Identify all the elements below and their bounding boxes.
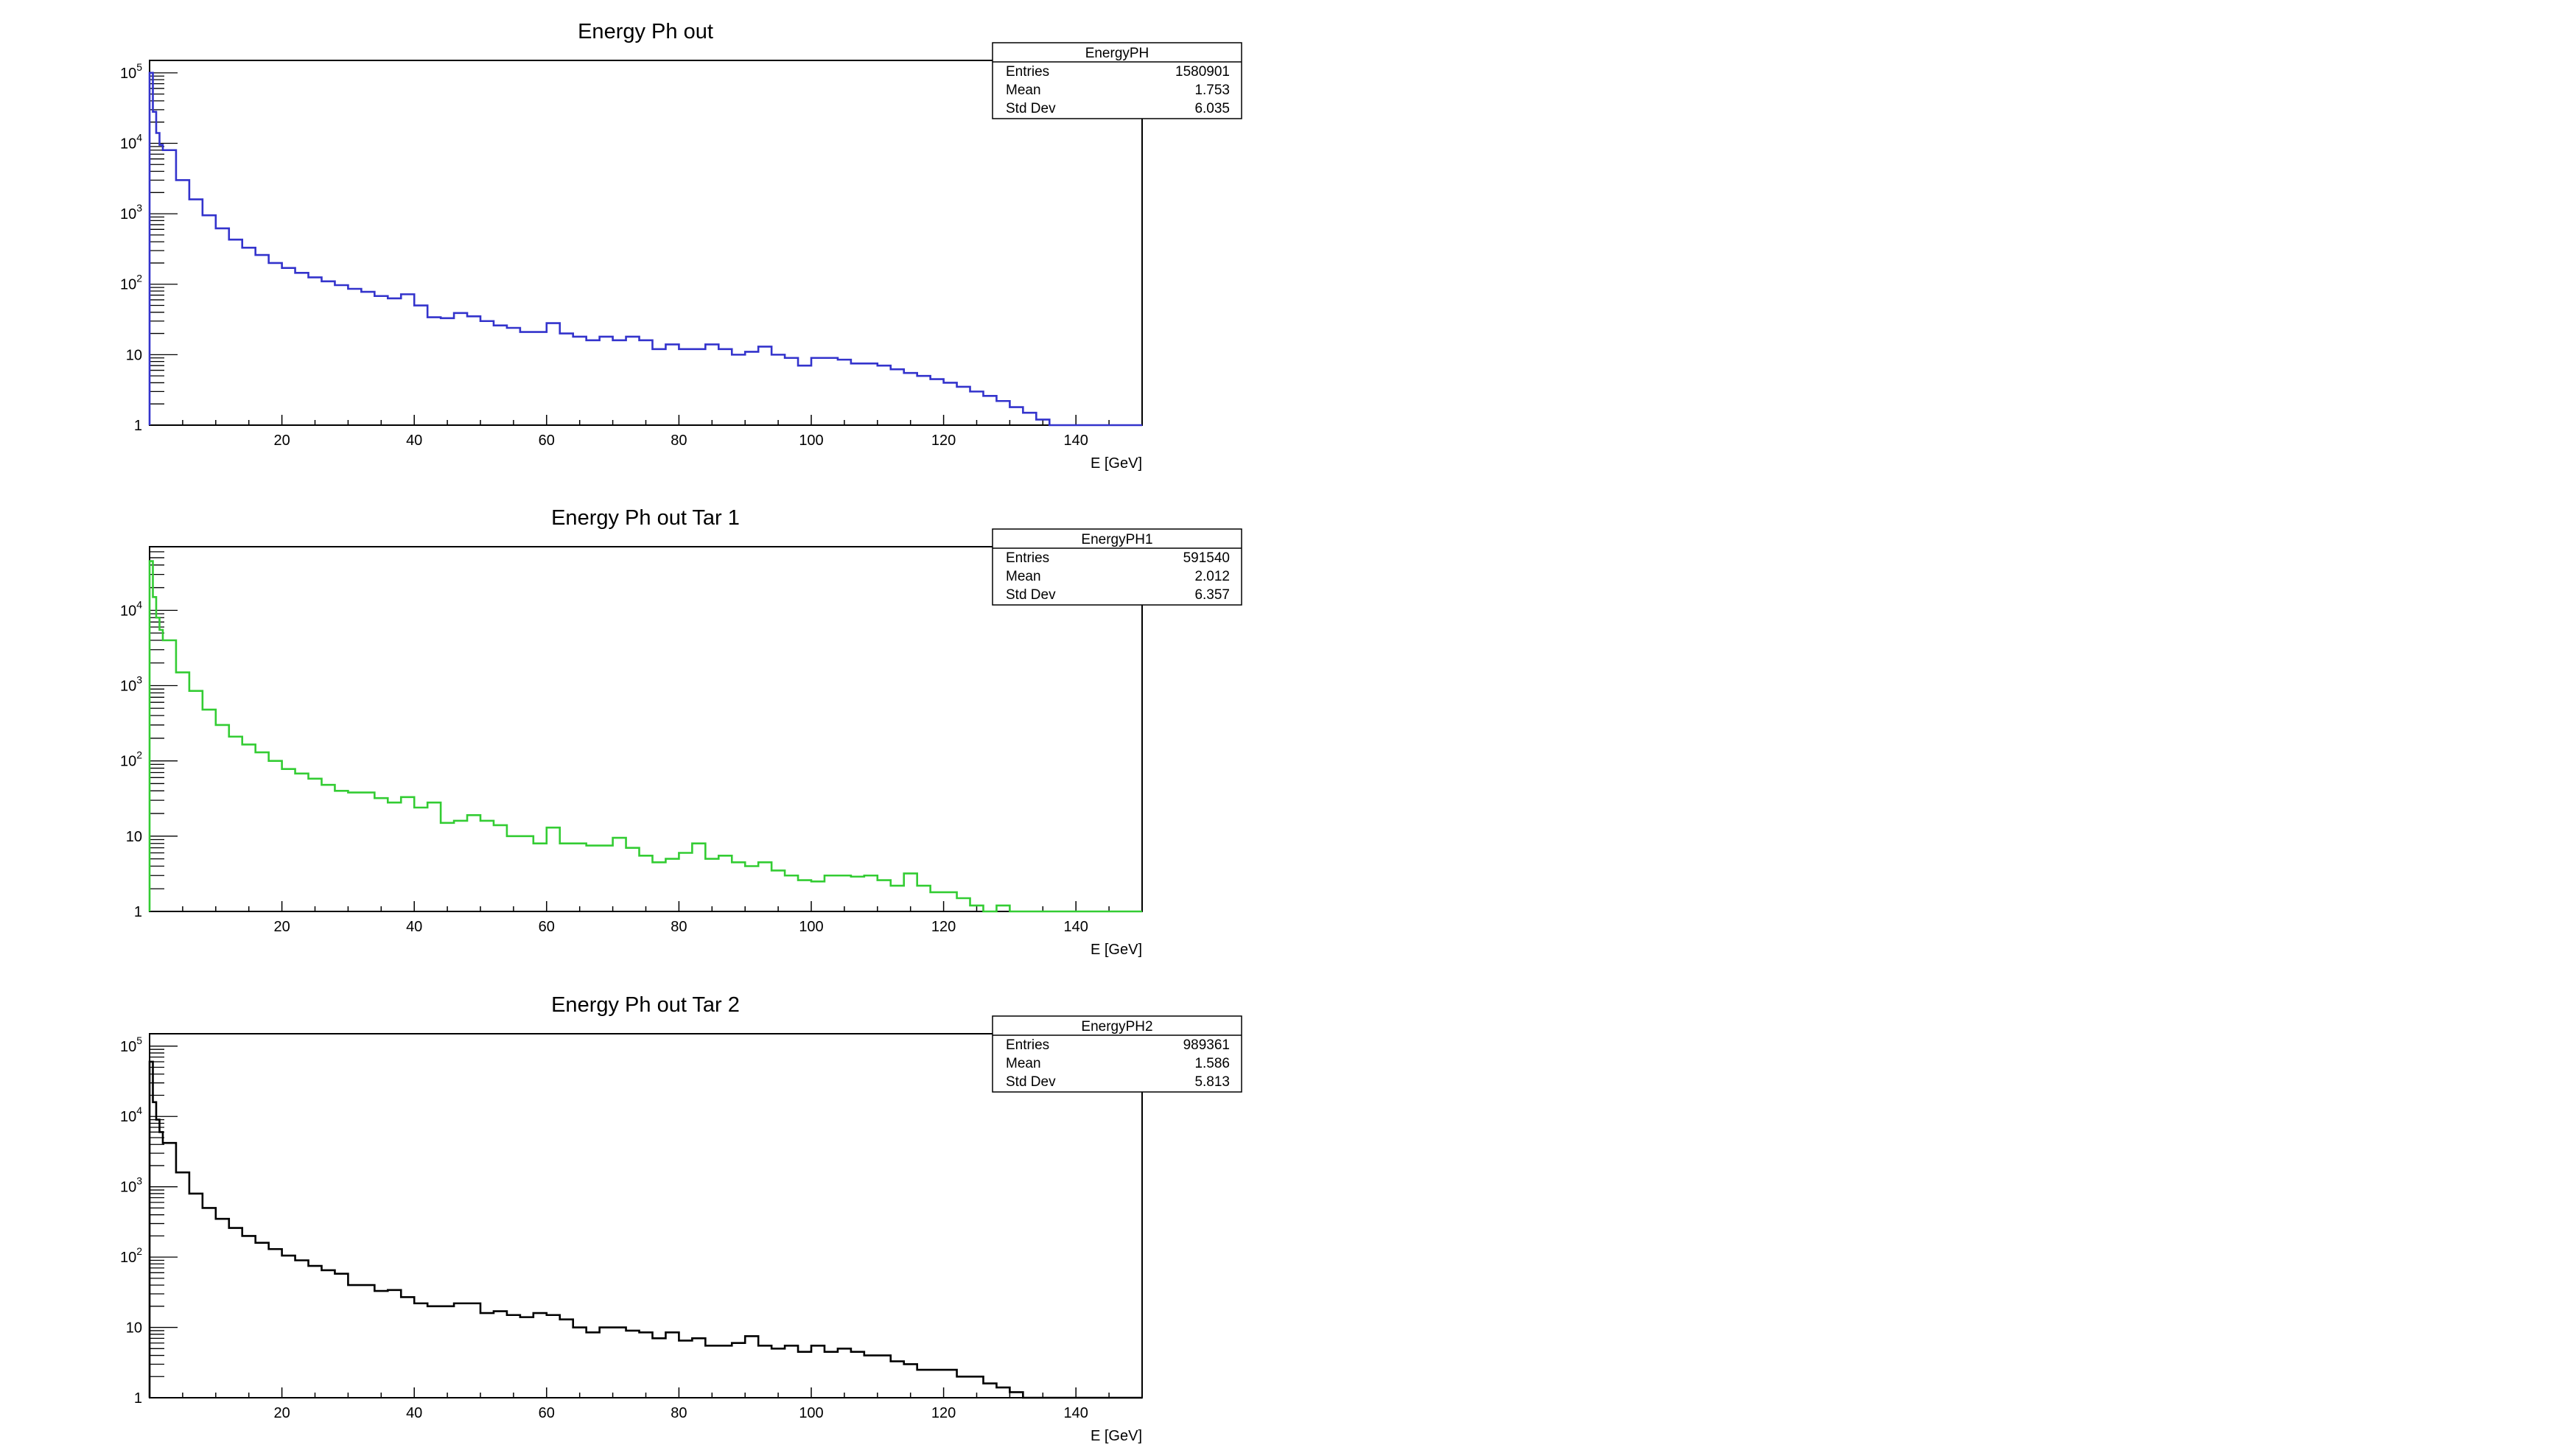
x-tick-label: 100 [799, 919, 823, 935]
stats-row-value: 2.012 [1194, 569, 1230, 584]
stats-box-name: EnergyPH [1085, 46, 1149, 61]
stats-box: EnergyPH1 Entries 591540 Mean 2.012 Std Dev 6.… [992, 528, 1242, 606]
x-tick-label: 120 [931, 1405, 956, 1421]
x-tick-label: 100 [799, 433, 823, 449]
x-axis-label: E [GeV] [1091, 1428, 1142, 1444]
x-tick-label: 140 [1064, 433, 1088, 449]
stats-row-label: Std Dev [1006, 1074, 1056, 1090]
histogram-series [148, 560, 1142, 913]
y-tick-label: 1 [134, 418, 142, 434]
stats-row-label: Entries [1006, 1037, 1049, 1053]
x-tick-label: 120 [931, 919, 956, 935]
y-tick-label: 105 [120, 1034, 142, 1055]
y-tick-label: 10 [126, 347, 142, 363]
stats-row-label: Entries [1006, 64, 1049, 80]
stats-row-value: 6.357 [1194, 587, 1230, 603]
y-tick-label: 102 [120, 273, 142, 293]
y-tick-label: 105 [120, 61, 142, 82]
x-tick-label: 40 [406, 433, 422, 449]
x-axis-label: E [GeV] [1091, 942, 1142, 958]
stats-box-frame [992, 1015, 1242, 1093]
x-tick-label: 20 [273, 1405, 290, 1421]
stats-row-value: 1580901 [1175, 64, 1230, 80]
y-tick-label: 102 [120, 1245, 142, 1266]
stats-box-frame [992, 528, 1242, 606]
x-tick-label: 40 [406, 919, 422, 935]
x-axis-label: E [GeV] [1091, 455, 1142, 472]
x-tick-label: 20 [273, 433, 290, 449]
x-tick-label: 80 [671, 1405, 687, 1421]
stats-row-value: 989361 [1183, 1037, 1230, 1053]
y-tick-label: 103 [120, 674, 142, 695]
chart-title: Energy Ph out Tar 2 [551, 993, 740, 1017]
stats-row-label: Mean [1006, 1056, 1041, 1071]
y-tick-label: 104 [120, 598, 142, 619]
stats-row-label: Entries [1006, 550, 1049, 566]
y-tick-label: 1 [134, 1390, 142, 1407]
x-tick-label: 60 [539, 919, 555, 935]
y-tick-label: 103 [120, 1175, 142, 1196]
stats-box: EnergyPH Entries 1580901 Mean 1.753 Std Dev 6.… [992, 42, 1242, 119]
x-tick-label: 140 [1064, 1405, 1088, 1421]
y-tick-label: 1 [134, 904, 142, 920]
x-tick-label: 20 [273, 919, 290, 935]
stats-row-value: 6.035 [1194, 101, 1230, 116]
x-tick-label: 60 [539, 433, 555, 449]
chart-title: Energy Ph out Tar 1 [551, 506, 740, 530]
x-tick-label: 80 [671, 919, 687, 935]
y-tick-label: 103 [120, 202, 142, 223]
y-tick-label: 104 [120, 1104, 142, 1125]
stats-box-name: EnergyPH2 [1081, 1019, 1152, 1034]
stats-row-label: Std Dev [1006, 101, 1056, 116]
histogram-series [148, 71, 1142, 427]
x-tick-label: 140 [1064, 919, 1088, 935]
y-tick-label: 10 [126, 1320, 142, 1337]
stats-row-value: 591540 [1183, 550, 1230, 566]
x-tick-label: 60 [539, 1405, 555, 1421]
x-tick-label: 120 [931, 433, 956, 449]
y-tick-label: 104 [120, 131, 142, 152]
stats-row-value: 1.753 [1194, 83, 1230, 98]
stats-row-label: Std Dev [1006, 587, 1056, 603]
x-tick-label: 100 [799, 1405, 823, 1421]
stats-row-value: 1.586 [1194, 1056, 1230, 1071]
stats-row-label: Mean [1006, 569, 1041, 584]
stats-row-value: 5.813 [1194, 1074, 1230, 1090]
chart-title: Energy Ph out [578, 20, 713, 43]
stats-row-label: Mean [1006, 83, 1041, 98]
x-tick-label: 80 [671, 433, 687, 449]
y-tick-label: 102 [120, 749, 142, 770]
stats-box-frame [992, 42, 1242, 119]
stats-box-name: EnergyPH1 [1081, 532, 1152, 547]
histogram-series [148, 1060, 1142, 1399]
x-tick-label: 40 [406, 1405, 422, 1421]
stats-box: EnergyPH2 Entries 989361 Mean 1.586 Std Dev 5.… [992, 1015, 1242, 1093]
y-tick-label: 10 [126, 829, 142, 845]
